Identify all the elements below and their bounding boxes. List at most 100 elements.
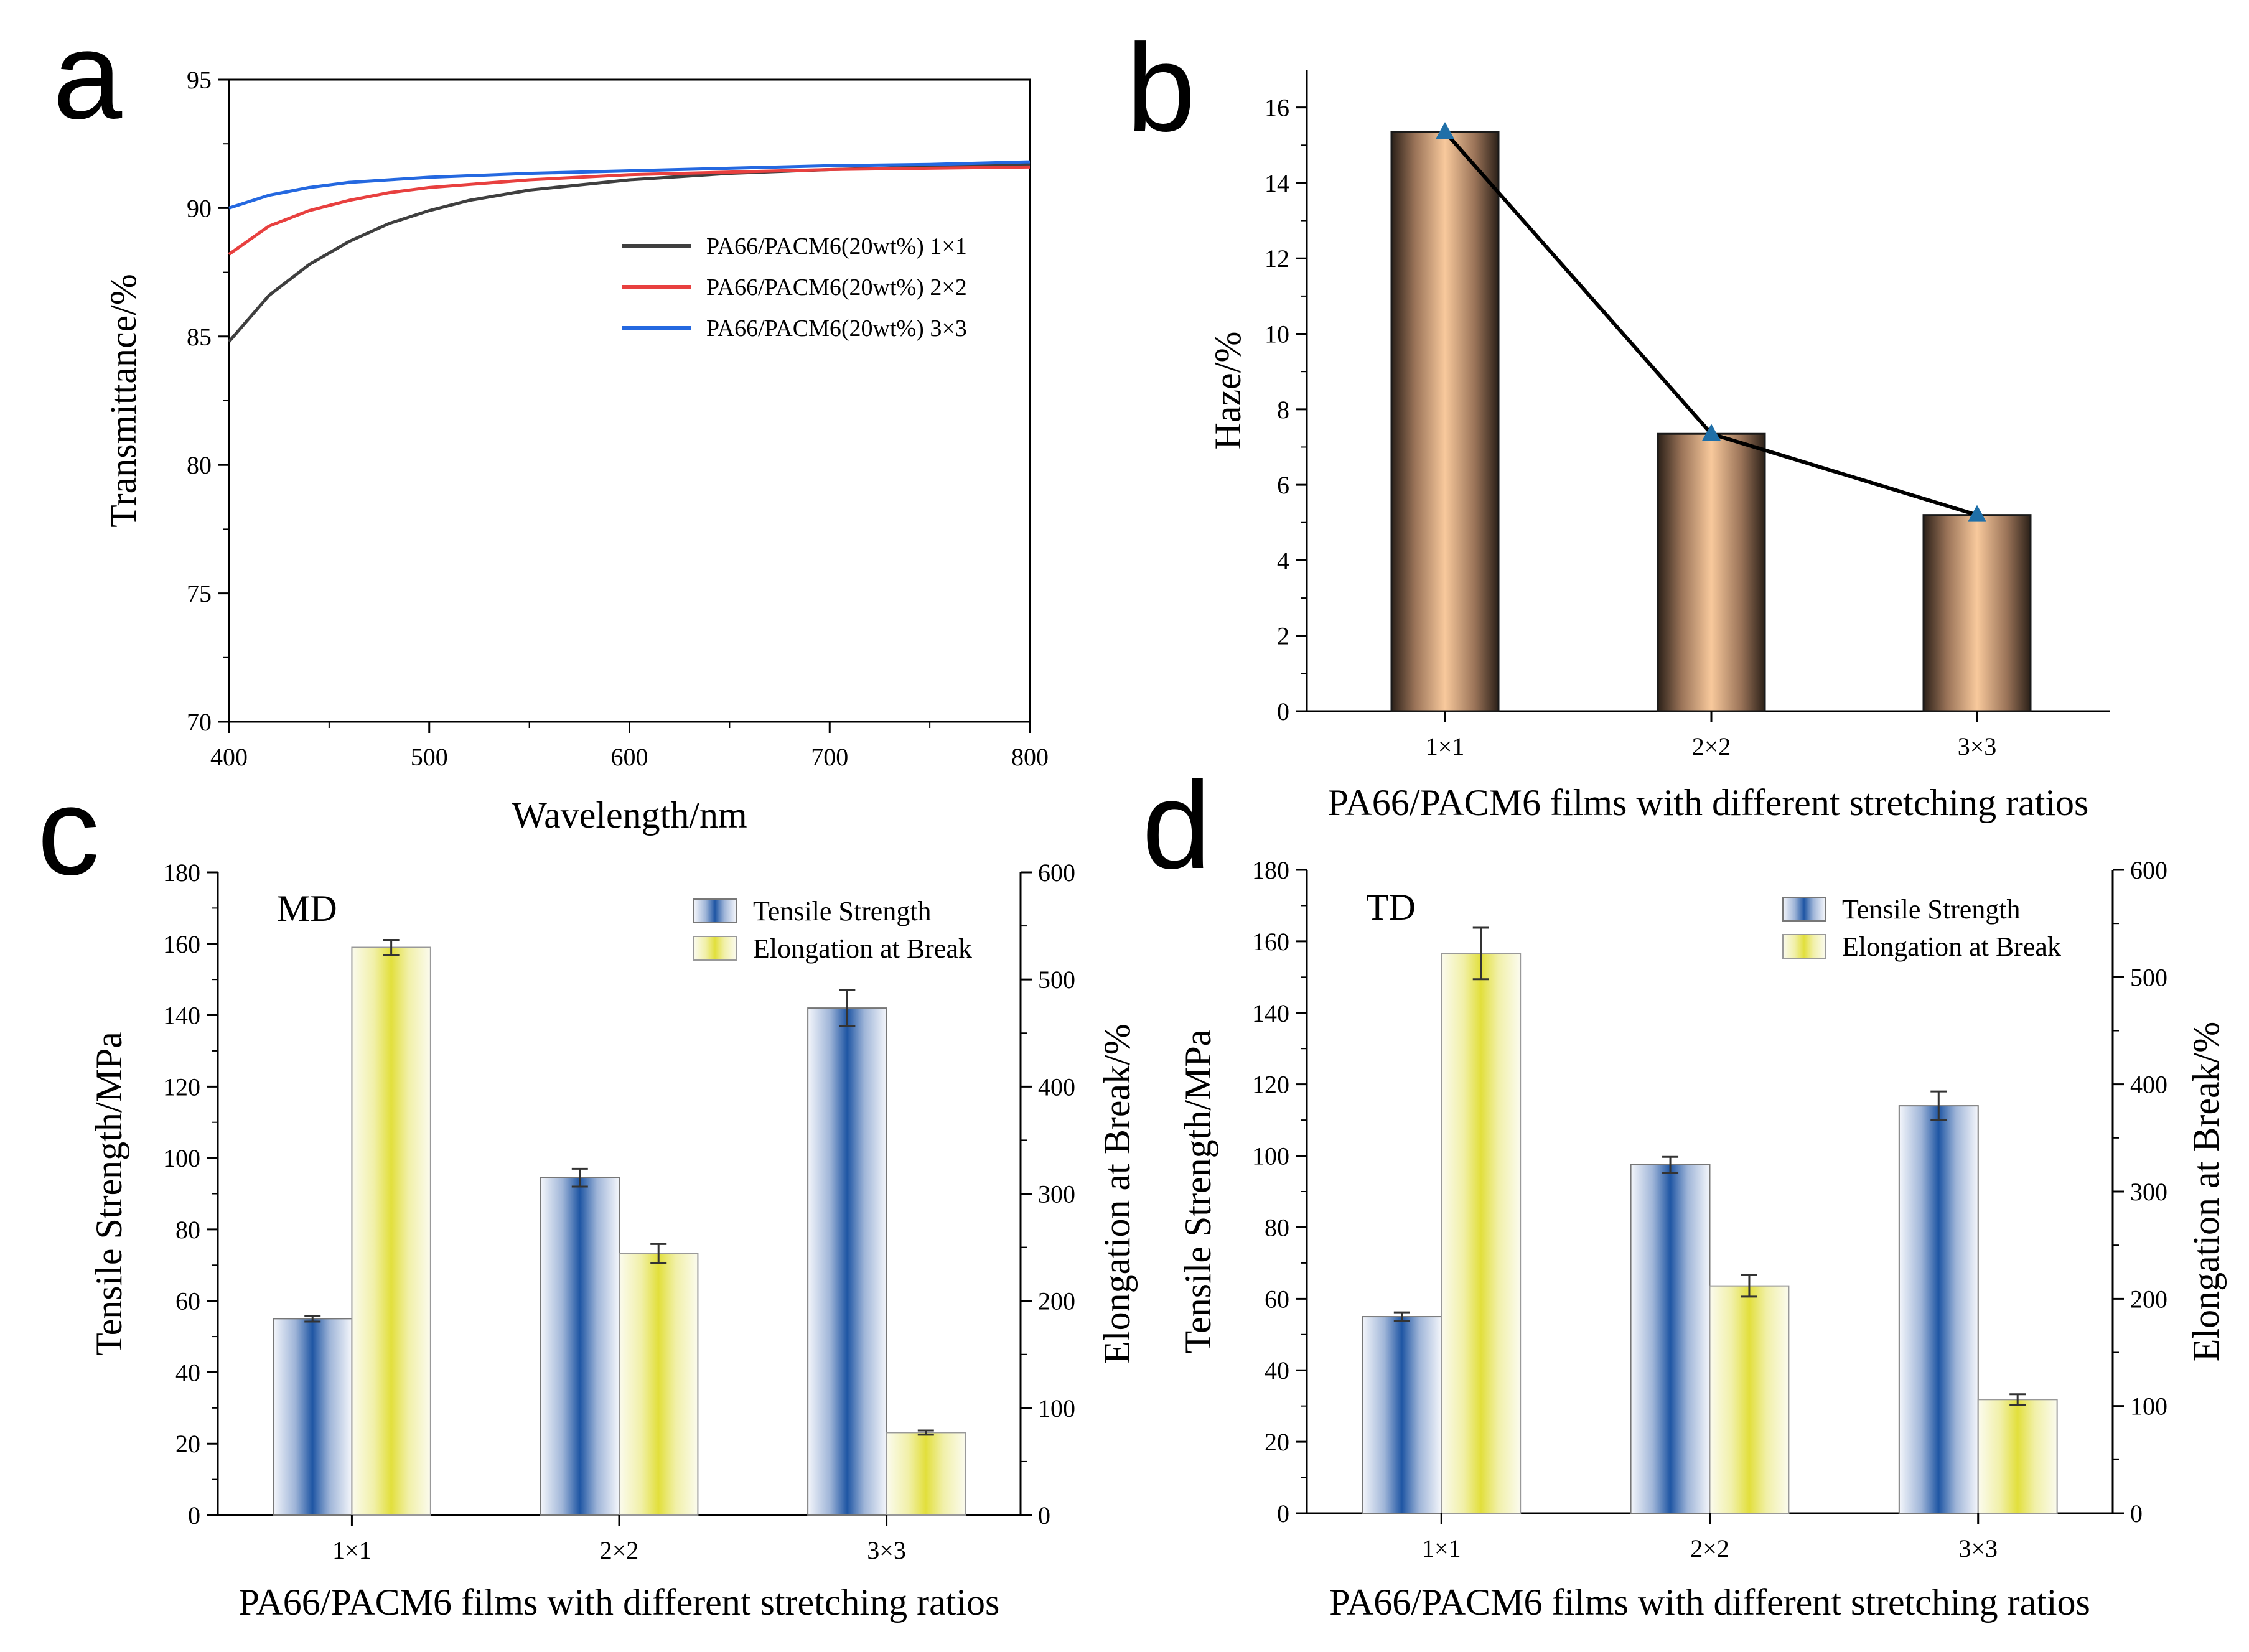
c-xlabel: PA66/PACM6 films with different stretchi… <box>239 1582 1000 1623</box>
panel-letter-d: d <box>1142 756 1211 895</box>
c-ylabel-right: Elongation at Break/% <box>1096 1024 1138 1364</box>
b-bar-2 <box>1657 432 1766 712</box>
d-ytick-right-label: 600 <box>2130 856 2167 884</box>
c-ytick-right-label: 100 <box>1038 1394 1075 1422</box>
d-ytick-label: 180 <box>1252 856 1289 884</box>
a-xtick-label: 800 <box>1011 743 1049 771</box>
d-xtick-label: 1×1 <box>1422 1534 1461 1562</box>
b-ytick-label: 14 <box>1265 169 1289 197</box>
c-legend-swatch-tensile <box>693 898 737 923</box>
c-ytick-right-label: 600 <box>1038 859 1075 887</box>
panel-letter-b: b <box>1126 19 1195 157</box>
d-ytick-label: 60 <box>1265 1285 1289 1313</box>
a-xtick-label: 600 <box>611 743 648 771</box>
d-ytick-right-label: 500 <box>2130 963 2167 991</box>
d-bar-elongation-2 <box>1709 1285 1790 1514</box>
b-ytick-label: 0 <box>1277 698 1289 726</box>
c-xtick-label: 3×3 <box>867 1536 906 1564</box>
b-ytick-label: 10 <box>1265 320 1289 348</box>
c-ytick-label: 60 <box>175 1287 200 1315</box>
c-xtick-label: 1×1 <box>332 1536 372 1564</box>
a-ytick-label: 75 <box>187 580 212 608</box>
d-direction-label: TD <box>1366 887 1416 928</box>
d-bar-elongation-3 <box>1977 1399 2058 1514</box>
c-bar-elongation-2 <box>619 1253 699 1516</box>
b-marker-2 <box>1702 424 1721 441</box>
a-legend-label-3: PA66/PACM6(20wt%) 3×3 <box>706 315 967 342</box>
a-ytick-label: 85 <box>187 323 212 351</box>
c-ytick-label: 0 <box>188 1501 200 1529</box>
b-marker-1 <box>1436 122 1454 139</box>
a-series-line-2 <box>228 165 1031 256</box>
b-bar-1 <box>1390 131 1500 712</box>
a-ytick-label: 95 <box>187 66 212 94</box>
panel-letter-c: c <box>37 762 100 901</box>
a-ytick-label: 90 <box>187 194 212 222</box>
d-bar-tensile-3 <box>1898 1105 1979 1514</box>
c-legend-swatch-elongation <box>693 936 737 961</box>
a-series-line-3 <box>228 160 1031 210</box>
d-ytick-right-label: 100 <box>2130 1393 2167 1421</box>
a-legend-label-1: PA66/PACM6(20wt%) 1×1 <box>706 233 967 259</box>
c-ytick-right-label: 300 <box>1038 1180 1075 1208</box>
a-ytick-label: 70 <box>187 708 212 736</box>
b-ytick-label: 16 <box>1265 94 1289 122</box>
b-ytick-label: 2 <box>1277 622 1289 650</box>
c-legend-label-elongation: Elongation at Break <box>753 933 972 964</box>
b-xtick-label: 3×3 <box>1958 732 1997 760</box>
c-ytick-right-label: 400 <box>1038 1073 1075 1101</box>
c-ytick-label: 120 <box>163 1073 200 1101</box>
b-ytick-label: 8 <box>1277 396 1289 424</box>
c-ytick-right-label: 500 <box>1038 966 1075 994</box>
d-bar-tensile-1 <box>1362 1316 1442 1514</box>
c-ytick-right-label: 0 <box>1038 1501 1050 1529</box>
panel-a-transmittance-chart: 70 75 80 85 90 95 400 500 600 700 800 Wavelength/nm… <box>103 66 1049 836</box>
a-xtick-label: 500 <box>411 743 448 771</box>
b-xtick-label: 2×2 <box>1692 732 1731 760</box>
a-legend-label-2: PA66/PACM6(20wt%) 2×2 <box>706 274 967 301</box>
d-bar-tensile-2 <box>1630 1164 1711 1514</box>
c-xtick-label: 2×2 <box>600 1536 639 1564</box>
d-ytick-label: 20 <box>1265 1428 1289 1456</box>
c-ylabel-left: Tensile Strength/MPa <box>88 1032 129 1356</box>
b-xlabel: PA66/PACM6 films with different stretchi… <box>1328 782 2089 823</box>
c-bar-tensile-3 <box>807 1007 887 1516</box>
c-ytick-label: 140 <box>163 1002 200 1030</box>
c-ytick-label: 160 <box>163 930 200 958</box>
panel-d-td-tensile-chart: 0 20 40 60 80 100 120 140 160 180 0 100 200 300 400 500… <box>1177 856 2227 1623</box>
b-bar-3 <box>1922 514 2032 712</box>
d-xlabel: PA66/PACM6 films with different stretchi… <box>1329 1582 2090 1623</box>
d-bar-elongation-1 <box>1441 953 1522 1514</box>
d-legend-label-elongation: Elongation at Break <box>1842 931 2061 962</box>
a-ylabel: Transmittance/% <box>103 274 144 528</box>
d-legend-swatch-tensile <box>1782 897 1826 922</box>
d-ytick-label: 140 <box>1252 999 1289 1027</box>
b-ytick-label: 6 <box>1277 471 1289 499</box>
d-ytick-right-label: 0 <box>2130 1500 2143 1528</box>
a-xtick-label: 400 <box>210 743 248 771</box>
d-ytick-right-label: 200 <box>2130 1285 2167 1313</box>
d-ytick-label: 0 <box>1277 1500 1289 1528</box>
c-ytick-label: 40 <box>175 1358 200 1386</box>
b-marker-3 <box>1968 505 1986 522</box>
d-ylabel-left: Tensile Strength/MPa <box>1177 1030 1218 1354</box>
c-bar-tensile-2 <box>540 1177 620 1516</box>
d-ylabel-right: Elongation at Break/% <box>2186 1022 2227 1362</box>
b-ylabel: Haze/% <box>1207 332 1248 450</box>
d-ytick-label: 100 <box>1252 1142 1289 1170</box>
d-ytick-label: 40 <box>1265 1356 1289 1384</box>
c-ytick-right-label: 200 <box>1038 1287 1075 1315</box>
panel-letters: a b c d <box>37 6 1211 901</box>
c-ytick-label: 100 <box>163 1144 200 1172</box>
d-legend-label-tensile: Tensile Strength <box>1842 894 2021 925</box>
c-direction-label: MD <box>277 888 337 929</box>
panel-letter-a: a <box>53 6 123 145</box>
d-ytick-label: 80 <box>1265 1213 1289 1241</box>
panel-c-md-tensile-chart: 0 20 40 60 80 100 120 140 160 180 0 100 200 300 400 500… <box>88 859 1138 1623</box>
d-ytick-right-label: 300 <box>2130 1178 2167 1206</box>
b-ytick-label: 12 <box>1265 245 1289 273</box>
a-ytick-label: 80 <box>187 451 212 479</box>
b-ytick-label: 4 <box>1277 546 1289 574</box>
d-ytick-right-label: 400 <box>2130 1071 2167 1099</box>
